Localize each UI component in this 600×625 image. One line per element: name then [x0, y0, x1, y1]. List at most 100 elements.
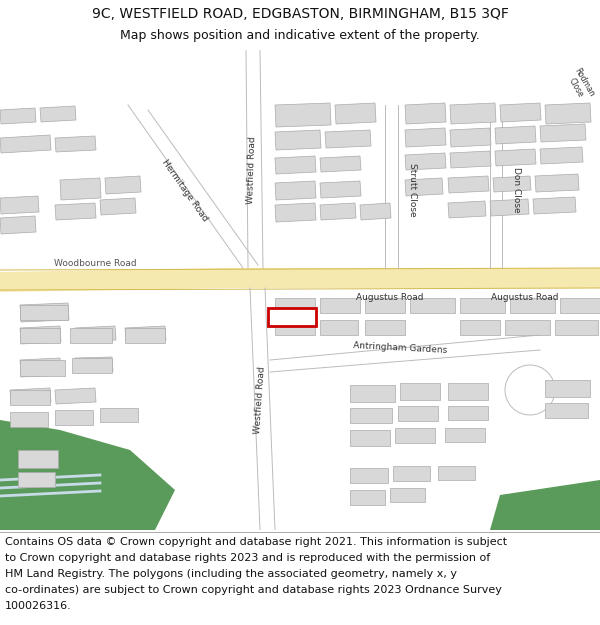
Polygon shape: [18, 450, 58, 468]
Polygon shape: [125, 326, 166, 342]
Polygon shape: [10, 412, 48, 427]
Polygon shape: [320, 203, 356, 220]
Text: Contains OS data © Crown copyright and database right 2021. This information is : Contains OS data © Crown copyright and d…: [5, 537, 507, 547]
Polygon shape: [60, 178, 101, 200]
Polygon shape: [320, 156, 361, 172]
Polygon shape: [55, 136, 96, 152]
Polygon shape: [540, 147, 583, 164]
Polygon shape: [390, 488, 425, 502]
Polygon shape: [510, 298, 555, 313]
Polygon shape: [0, 216, 36, 234]
Polygon shape: [535, 174, 579, 192]
Polygon shape: [410, 298, 455, 313]
Text: Strutt Close: Strutt Close: [409, 163, 418, 217]
Polygon shape: [20, 326, 61, 344]
Polygon shape: [393, 466, 430, 481]
Polygon shape: [270, 335, 540, 372]
Polygon shape: [0, 108, 36, 124]
Bar: [268, 308, 316, 326]
Polygon shape: [493, 176, 531, 192]
Polygon shape: [100, 198, 136, 215]
Polygon shape: [75, 326, 116, 342]
Polygon shape: [545, 103, 591, 124]
Polygon shape: [70, 328, 112, 343]
Polygon shape: [335, 103, 376, 124]
Text: Hermitage Road: Hermitage Road: [160, 158, 210, 222]
Polygon shape: [350, 430, 390, 446]
Polygon shape: [490, 480, 600, 530]
Polygon shape: [450, 128, 491, 147]
Text: 100026316.: 100026316.: [5, 601, 72, 611]
Polygon shape: [275, 298, 315, 313]
Polygon shape: [405, 153, 446, 170]
Polygon shape: [405, 128, 446, 147]
Polygon shape: [445, 428, 485, 442]
Polygon shape: [385, 105, 398, 268]
Polygon shape: [540, 124, 586, 142]
Polygon shape: [0, 196, 39, 214]
Polygon shape: [500, 103, 541, 122]
Polygon shape: [365, 298, 405, 313]
Polygon shape: [325, 130, 371, 148]
Polygon shape: [400, 383, 440, 400]
Polygon shape: [20, 305, 68, 320]
Polygon shape: [560, 298, 600, 313]
Polygon shape: [545, 50, 600, 120]
Text: Antringham Gardens: Antringham Gardens: [353, 341, 447, 355]
Polygon shape: [72, 358, 112, 373]
Polygon shape: [100, 408, 138, 422]
Text: Augustus Road: Augustus Road: [491, 294, 559, 302]
Polygon shape: [20, 328, 60, 343]
Polygon shape: [545, 380, 590, 397]
Polygon shape: [246, 50, 263, 268]
Polygon shape: [275, 203, 316, 222]
Polygon shape: [350, 490, 385, 505]
Polygon shape: [495, 149, 536, 166]
Polygon shape: [360, 203, 391, 220]
Polygon shape: [20, 360, 65, 376]
Polygon shape: [448, 406, 488, 420]
Text: Augustus Road: Augustus Road: [356, 294, 424, 302]
Text: Don Close: Don Close: [512, 167, 521, 212]
Polygon shape: [495, 126, 536, 144]
Polygon shape: [320, 298, 360, 313]
Polygon shape: [10, 388, 51, 404]
Text: Map shows position and indicative extent of the property.: Map shows position and indicative extent…: [120, 29, 480, 42]
Polygon shape: [125, 328, 165, 343]
Polygon shape: [405, 103, 446, 124]
Polygon shape: [20, 303, 69, 322]
Polygon shape: [450, 151, 491, 168]
Polygon shape: [0, 420, 175, 530]
Polygon shape: [128, 105, 258, 268]
Polygon shape: [460, 320, 500, 335]
Polygon shape: [55, 388, 96, 404]
Polygon shape: [533, 197, 576, 214]
Text: Westfield Road: Westfield Road: [247, 136, 257, 204]
Text: 9C, WESTFIELD ROAD, EDGBASTON, BIRMINGHAM, B15 3QF: 9C, WESTFIELD ROAD, EDGBASTON, BIRMINGHA…: [92, 7, 508, 21]
Text: Woodbourne Road: Woodbourne Road: [53, 259, 136, 268]
Polygon shape: [450, 103, 496, 124]
Polygon shape: [105, 176, 141, 194]
Polygon shape: [490, 199, 529, 216]
Polygon shape: [448, 201, 486, 218]
Polygon shape: [395, 428, 435, 443]
Polygon shape: [275, 156, 316, 174]
Polygon shape: [438, 466, 475, 480]
Polygon shape: [275, 181, 316, 200]
Polygon shape: [350, 385, 395, 402]
Polygon shape: [320, 320, 358, 335]
Polygon shape: [275, 130, 321, 150]
Polygon shape: [40, 106, 76, 122]
Polygon shape: [490, 105, 502, 268]
Polygon shape: [545, 403, 588, 418]
Polygon shape: [460, 298, 505, 313]
Polygon shape: [75, 357, 113, 373]
Text: co-ordinates) are subject to Crown copyright and database rights 2023 Ordnance S: co-ordinates) are subject to Crown copyr…: [5, 585, 502, 595]
Text: Rodman
Close: Rodman Close: [564, 66, 596, 104]
Polygon shape: [350, 408, 392, 423]
Polygon shape: [275, 103, 331, 127]
Polygon shape: [505, 320, 550, 335]
Text: HM Land Registry. The polygons (including the associated geometry, namely x, y: HM Land Registry. The polygons (includin…: [5, 569, 457, 579]
Polygon shape: [275, 320, 315, 335]
Polygon shape: [0, 135, 51, 153]
